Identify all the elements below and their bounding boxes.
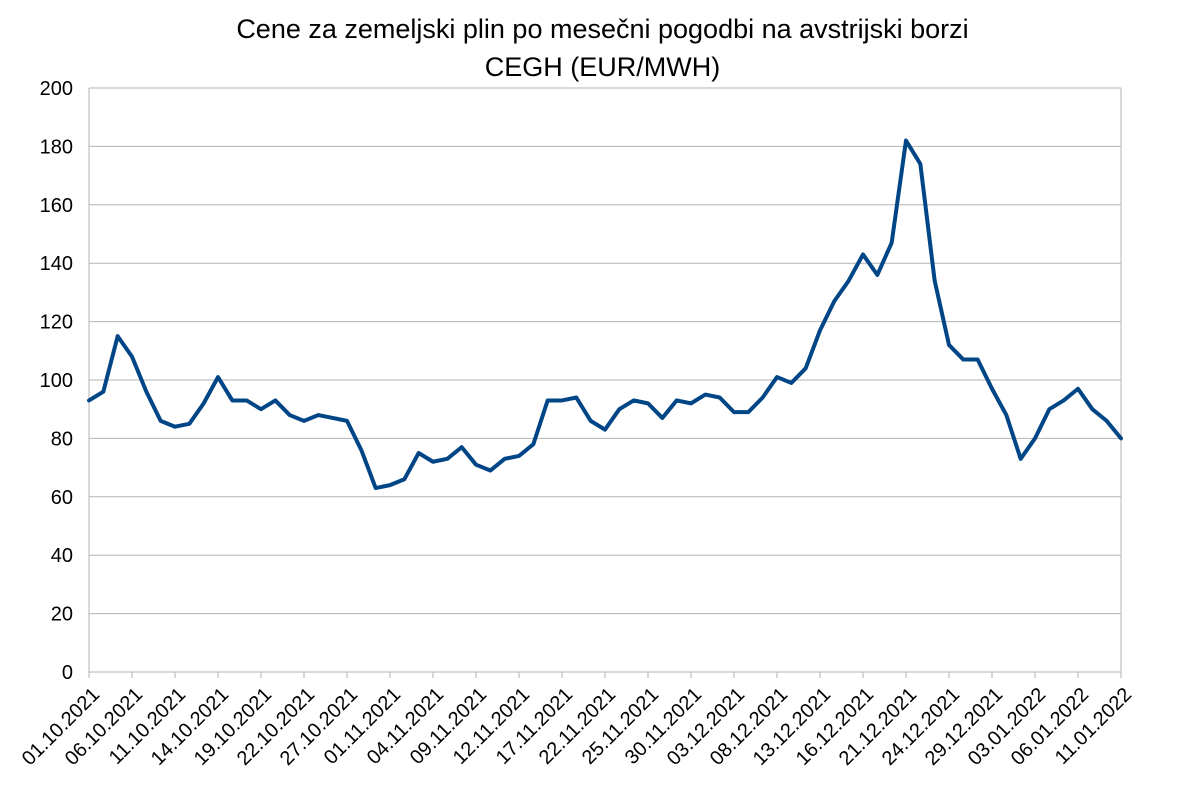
data-point <box>402 477 406 481</box>
data-point <box>460 445 464 449</box>
data-point <box>990 387 994 391</box>
data-point <box>359 448 363 452</box>
y-tick-label: 180 <box>40 136 73 158</box>
data-point <box>1105 419 1109 423</box>
data-point <box>1047 407 1051 411</box>
data-point <box>173 425 177 429</box>
axes <box>88 88 1122 678</box>
data-point <box>632 398 636 402</box>
data-point <box>531 442 535 446</box>
data-point <box>1119 436 1123 440</box>
data-point <box>345 419 349 423</box>
data-point <box>445 457 449 461</box>
data-point <box>431 460 435 464</box>
y-tick-label: 200 <box>40 78 73 100</box>
data-point <box>589 419 593 423</box>
data-point <box>789 381 793 385</box>
data-point <box>689 401 693 405</box>
chart-title-line1: Cene za zemeljski plin po mesečni pogodb… <box>236 14 969 44</box>
data-point <box>331 416 335 420</box>
y-tick-label: 100 <box>40 370 73 392</box>
data-point <box>144 390 148 394</box>
data-point <box>1033 436 1037 440</box>
data-point <box>818 328 822 332</box>
series-layer <box>87 138 1123 491</box>
data-point <box>245 398 249 402</box>
data-point <box>918 162 922 166</box>
y-tick-label: 80 <box>51 428 73 450</box>
y-tick-label: 140 <box>40 253 73 275</box>
data-point <box>732 410 736 414</box>
data-point <box>890 241 894 245</box>
data-point <box>130 355 134 359</box>
grid-lines <box>89 87 1121 673</box>
data-point <box>804 366 808 370</box>
data-point <box>904 139 908 143</box>
data-point <box>474 463 478 467</box>
data-point <box>1019 457 1023 461</box>
data-point <box>187 422 191 426</box>
data-point <box>202 401 206 405</box>
data-point <box>560 398 564 402</box>
data-point <box>1090 407 1094 411</box>
data-point <box>1076 387 1080 391</box>
data-point <box>259 407 263 411</box>
data-point <box>1062 398 1066 402</box>
data-point <box>503 457 507 461</box>
data-point <box>603 428 607 432</box>
data-point <box>546 398 550 402</box>
data-point <box>230 398 234 402</box>
data-point <box>517 454 521 458</box>
data-point <box>316 413 320 417</box>
data-point <box>847 279 851 283</box>
data-point <box>159 419 163 423</box>
data-point <box>488 469 492 473</box>
data-point <box>761 396 765 400</box>
y-tick-label: 160 <box>40 195 73 217</box>
y-tick-label: 120 <box>40 312 73 334</box>
data-point <box>273 398 277 402</box>
y-tick-label: 60 <box>51 487 73 509</box>
chart-subtitle: CEGH (EUR/MWH) <box>484 52 721 82</box>
data-point <box>288 413 292 417</box>
data-point <box>87 398 91 402</box>
series-line <box>87 138 1123 491</box>
data-point <box>660 416 664 420</box>
data-point <box>302 419 306 423</box>
data-point <box>216 375 220 379</box>
data-point <box>933 279 937 283</box>
data-point <box>775 375 779 379</box>
data-point <box>703 393 707 397</box>
data-point <box>116 334 120 338</box>
data-point <box>675 398 679 402</box>
y-tick-label: 20 <box>51 604 73 626</box>
data-point <box>417 451 421 455</box>
data-point <box>947 343 951 347</box>
data-point <box>746 410 750 414</box>
y-tick-labels: 0 20 40 60 80 100 120 140 160 180 200 <box>40 78 73 684</box>
data-point <box>961 358 965 362</box>
y-tick-label: 0 <box>62 662 73 684</box>
data-point <box>374 486 378 490</box>
data-point <box>718 396 722 400</box>
data-point <box>101 390 105 394</box>
x-tick-labels: 01.10.202106.10.202111.10.202114.10.2021… <box>18 684 1136 770</box>
data-point <box>861 252 865 256</box>
data-point <box>832 299 836 303</box>
data-point <box>875 273 879 277</box>
y-tick-label: 40 <box>51 545 73 567</box>
data-point <box>617 407 621 411</box>
data-point <box>1004 413 1008 417</box>
data-point <box>574 396 578 400</box>
chart-title: Cene za zemeljski plin po mesečni pogodb… <box>0 10 1200 86</box>
data-point <box>646 401 650 405</box>
data-point <box>976 358 980 362</box>
data-point <box>388 483 392 487</box>
